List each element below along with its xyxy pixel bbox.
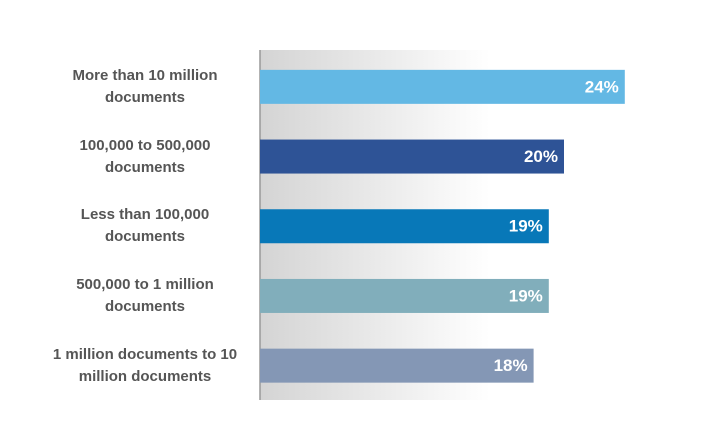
value-label: 18% (494, 356, 528, 375)
value-label: 24% (585, 77, 619, 96)
category-label: Less than 100,000 documents (80, 206, 210, 246)
category-label: 100,000 to 500,000 documents (79, 136, 211, 176)
value-label: 19% (509, 217, 543, 236)
bar (260, 209, 549, 244)
bar (260, 348, 534, 383)
value-label: 19% (509, 286, 543, 305)
bar (260, 278, 549, 313)
bar (260, 139, 564, 174)
category-label: 500,000 to 1 million documents (76, 275, 214, 315)
category-label: More than 10 million documents (72, 66, 218, 106)
category-label: 1 million documents to 10 million docume… (52, 345, 238, 385)
bar (260, 69, 625, 104)
value-label: 20% (524, 147, 558, 166)
